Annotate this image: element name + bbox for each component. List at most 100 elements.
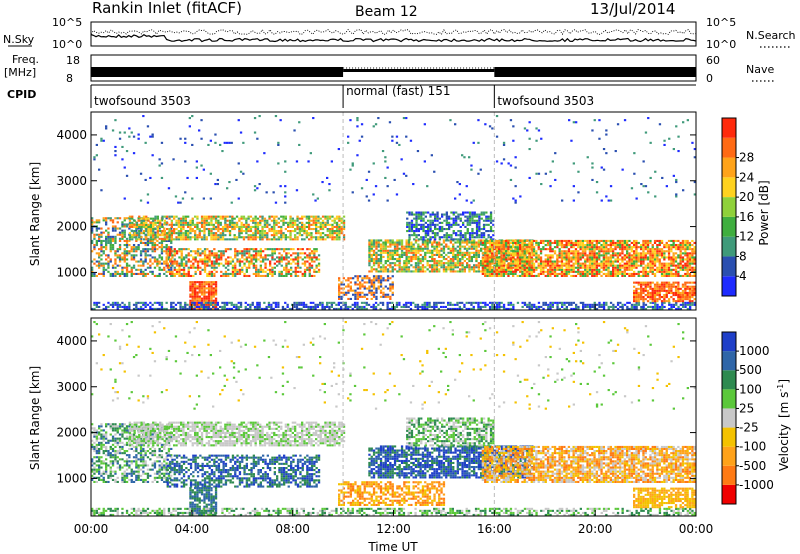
heatmap-cell bbox=[160, 244, 164, 247]
heatmap-cell bbox=[405, 305, 408, 308]
heatmap-cell bbox=[408, 223, 411, 226]
heatmap-cell bbox=[294, 219, 297, 222]
heatmap-cell bbox=[579, 241, 582, 244]
heatmap-cell bbox=[544, 301, 547, 304]
heatmap-cell bbox=[405, 253, 408, 256]
heatmap-cell bbox=[495, 252, 498, 255]
heatmap-cell bbox=[628, 256, 631, 259]
heatmap-cell bbox=[191, 297, 194, 300]
heatmap-cell bbox=[93, 233, 96, 236]
heatmap-cell bbox=[391, 307, 394, 310]
heatmap-cell bbox=[462, 234, 465, 237]
heatmap-cell bbox=[598, 301, 601, 304]
heatmap-cell bbox=[532, 239, 536, 242]
heatmap-cell bbox=[459, 249, 462, 252]
heatmap-cell bbox=[210, 283, 213, 286]
heatmap-cell bbox=[365, 301, 368, 304]
heatmap-cell bbox=[163, 262, 166, 265]
heatmap-cell bbox=[502, 305, 506, 308]
heatmap-cell bbox=[377, 258, 380, 261]
heatmap-cell bbox=[203, 285, 206, 288]
heatmap-cell bbox=[481, 262, 484, 265]
heatmap-cell bbox=[561, 305, 564, 308]
heatmap-cell bbox=[484, 258, 487, 261]
heatmap-cell bbox=[475, 249, 478, 252]
heatmap-cell bbox=[175, 252, 179, 255]
heatmap-cell bbox=[481, 264, 484, 267]
heatmap-cell bbox=[602, 268, 605, 271]
heatmap-cell bbox=[256, 223, 260, 226]
heatmap-cell bbox=[473, 213, 476, 216]
heatmap-cell bbox=[298, 225, 301, 228]
heatmap-cell bbox=[531, 258, 534, 261]
heatmap-cell bbox=[435, 301, 438, 304]
heatmap-cell bbox=[481, 305, 485, 308]
heatmap-cell bbox=[438, 238, 441, 241]
heatmap-cell bbox=[567, 250, 571, 253]
heatmap-cell bbox=[468, 258, 471, 261]
heatmap-cell bbox=[147, 225, 150, 228]
heatmap-cell bbox=[417, 238, 420, 241]
heatmap-cell bbox=[154, 238, 157, 241]
heatmap-cell bbox=[221, 305, 224, 308]
heatmap-cell bbox=[238, 268, 242, 271]
heatmap-cell bbox=[333, 217, 336, 220]
heatmap-cell bbox=[530, 266, 533, 269]
heatmap-cell bbox=[295, 303, 299, 306]
heatmap-cell bbox=[240, 225, 243, 228]
heatmap-cell bbox=[537, 248, 540, 251]
heatmap-cell bbox=[189, 283, 192, 286]
heatmap-cell bbox=[424, 245, 427, 248]
heatmap-cell bbox=[102, 266, 105, 269]
heatmap-cell bbox=[252, 256, 255, 259]
heatmap-cell bbox=[210, 232, 213, 235]
heatmap-cell bbox=[519, 252, 522, 255]
heatmap-cell bbox=[356, 277, 359, 280]
heatmap-cell bbox=[145, 217, 148, 220]
heatmap-cell bbox=[105, 307, 108, 310]
heatmap-cell bbox=[156, 239, 159, 242]
heatmap-cell bbox=[542, 260, 545, 263]
heatmap-cell bbox=[379, 268, 383, 271]
heatmap-cell bbox=[556, 254, 559, 257]
heatmap-cell bbox=[435, 253, 439, 256]
heatmap-cell bbox=[153, 231, 157, 234]
heatmap-cell bbox=[574, 262, 578, 265]
heatmap-cell bbox=[163, 232, 166, 235]
heatmap-cell bbox=[491, 241, 494, 244]
heatmap-cell bbox=[95, 260, 98, 263]
heatmap-cell bbox=[422, 213, 425, 216]
heatmap-cell bbox=[480, 262, 483, 265]
heatmap-cell bbox=[484, 305, 487, 308]
heatmap-cell bbox=[563, 270, 566, 273]
heatmap-cell bbox=[324, 215, 327, 218]
heatmap-cell bbox=[270, 303, 273, 306]
heatmap-cell bbox=[605, 239, 608, 242]
heatmap-cell bbox=[116, 303, 119, 306]
heatmap-cell bbox=[480, 211, 483, 214]
heatmap-cell bbox=[163, 268, 166, 271]
heatmap-cell bbox=[289, 217, 292, 220]
heatmap-cell bbox=[191, 291, 194, 294]
heatmap-cell bbox=[438, 245, 441, 248]
heatmap-cell bbox=[163, 219, 166, 222]
heatmap-cell bbox=[433, 247, 436, 250]
heatmap-cell bbox=[207, 295, 211, 298]
heatmap-cell bbox=[434, 228, 437, 231]
heatmap-cell bbox=[379, 258, 383, 261]
heatmap-cell bbox=[240, 215, 243, 218]
heatmap-cell bbox=[93, 303, 96, 306]
heatmap-cell bbox=[221, 225, 225, 228]
heatmap-cell bbox=[512, 303, 515, 306]
heatmap-cell bbox=[422, 236, 425, 239]
heatmap-cell bbox=[475, 234, 479, 237]
heatmap-cell bbox=[614, 244, 617, 247]
heatmap-cell bbox=[291, 230, 294, 233]
heatmap-cell bbox=[98, 235, 101, 238]
heatmap-cell bbox=[301, 215, 304, 218]
heatmap-cell bbox=[264, 264, 267, 267]
heatmap-cell bbox=[210, 291, 213, 294]
heatmap-cell bbox=[261, 219, 264, 222]
heatmap-cell bbox=[338, 289, 341, 292]
heatmap-cell bbox=[451, 307, 454, 310]
